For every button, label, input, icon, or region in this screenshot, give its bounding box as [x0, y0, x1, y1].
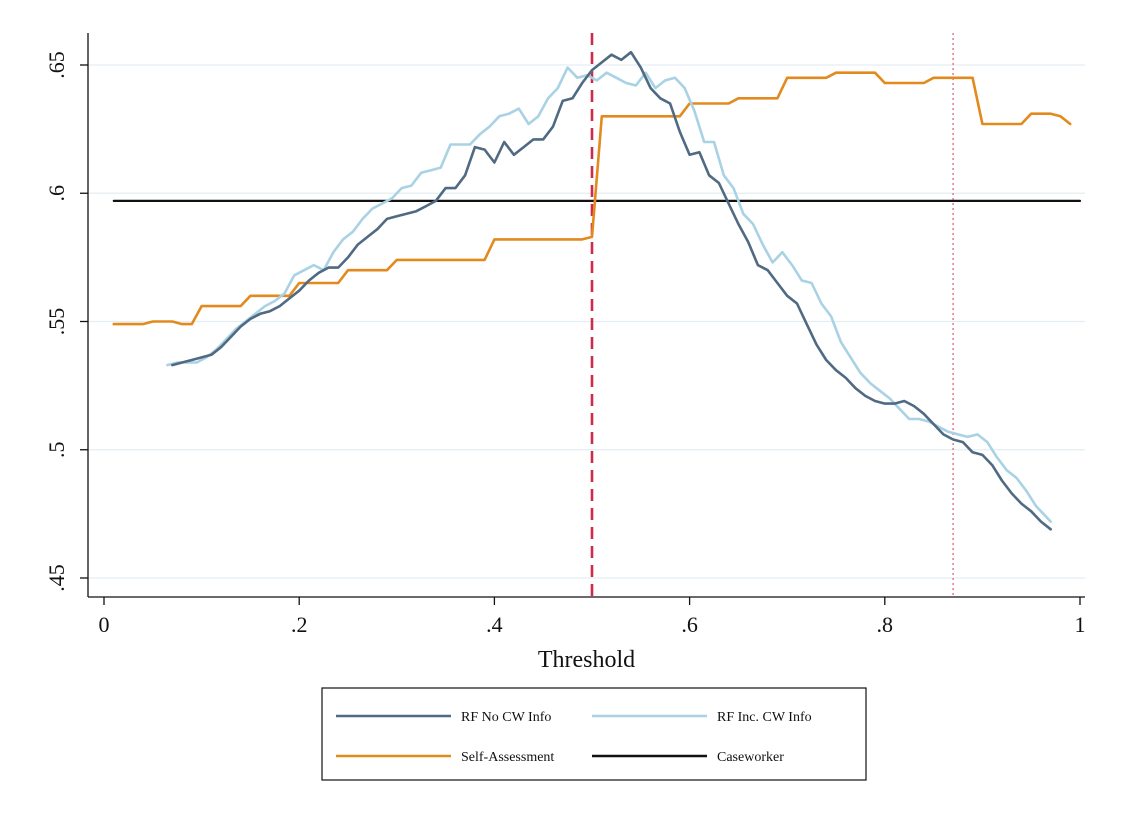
tick-labels: 0 .2 .4 .6 .8 1 .45 .5 .55 .6 .65 — [44, 51, 1086, 637]
series-lines — [112, 50, 1082, 531]
legend: RF No CW Info RF Inc. CW Info Self-Assessm… — [321, 687, 867, 781]
series-line-rf-inc-cw-info — [166, 66, 1052, 523]
legend-label-rf-no-cw-info: RF No CW Info — [461, 710, 551, 725]
y-tick-label: .65 — [44, 51, 69, 79]
x-tick-label: 1 — [1075, 612, 1086, 637]
series-line-self-assessment — [112, 71, 1072, 326]
x-axis-title: Threshold — [538, 647, 635, 673]
y-tick-label: .45 — [44, 564, 69, 592]
x-tick-label: .6 — [681, 612, 698, 637]
x-tick-label: 0 — [99, 612, 110, 637]
x-tick-label: .4 — [486, 612, 503, 637]
legend-label-caseworker: Caseworker — [717, 750, 784, 765]
legend-box — [321, 687, 867, 781]
x-tick-label: .8 — [877, 612, 894, 637]
legend-label-rf-inc-cw-info: RF Inc. CW Info — [717, 710, 812, 725]
reference-lines — [590, 33, 954, 597]
series-line-rf-no-cw-info — [171, 50, 1052, 531]
legend-label-self-assessment: Self-Assessment — [461, 750, 554, 765]
y-tick-label: .5 — [44, 442, 69, 459]
grid-lines — [88, 64, 1085, 579]
y-tick-label: .55 — [44, 308, 69, 336]
x-tick-label: .2 — [291, 612, 308, 637]
axes — [87, 33, 1085, 598]
y-tick-label: .6 — [44, 185, 69, 202]
